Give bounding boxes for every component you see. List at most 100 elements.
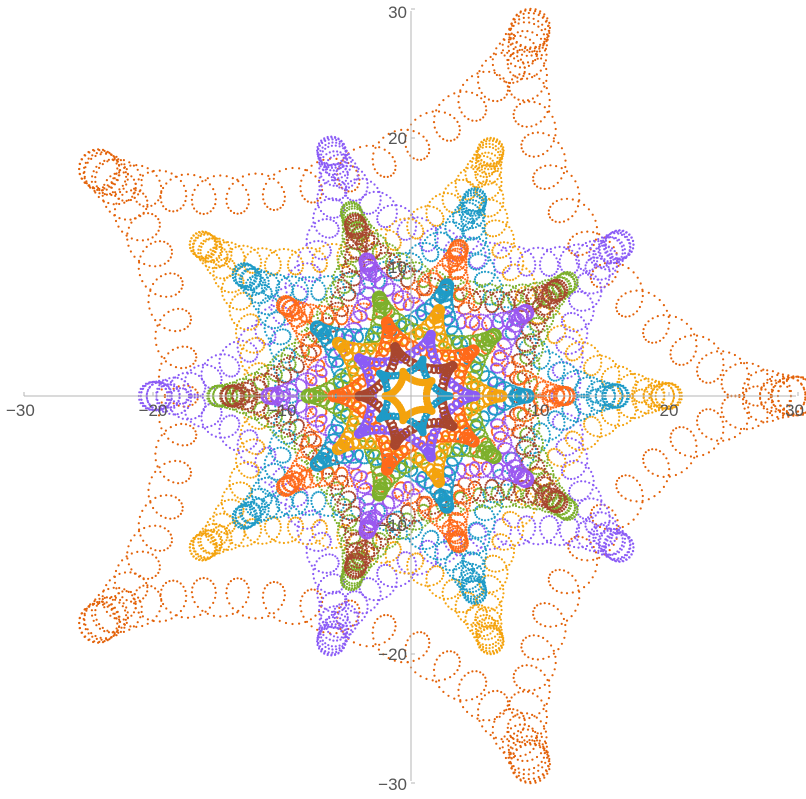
- data-point: [533, 172, 536, 175]
- data-point: [88, 605, 91, 608]
- data-point: [423, 157, 426, 160]
- data-point: [137, 193, 140, 196]
- data-point: [134, 189, 137, 192]
- data-point: [622, 375, 626, 378]
- data-point: [245, 188, 248, 191]
- data-point: [376, 186, 379, 190]
- data-point: [526, 30, 529, 33]
- data-point: [328, 236, 331, 239]
- data-point: [189, 471, 193, 474]
- data-point: [319, 209, 323, 213]
- data-point: [349, 164, 352, 167]
- data-point: [332, 605, 335, 608]
- data-point: [193, 615, 196, 619]
- data-point: [632, 550, 635, 553]
- data-point: [322, 155, 325, 159]
- data-point: [80, 631, 84, 634]
- data-point: [520, 143, 523, 146]
- data-point: [324, 143, 327, 147]
- data-point: [695, 455, 699, 458]
- data-point: [477, 714, 480, 717]
- data-point: [443, 111, 446, 114]
- data-point: [247, 616, 251, 619]
- data-point: [326, 256, 329, 259]
- data-point: [316, 202, 319, 205]
- data-point: [427, 151, 430, 155]
- data-point: [512, 74, 515, 77]
- data-point: [184, 413, 187, 416]
- data-point: [751, 427, 754, 430]
- data-point: [554, 661, 557, 665]
- data-point: [540, 54, 543, 57]
- data-point: [347, 636, 350, 640]
- data-point: [524, 744, 527, 747]
- data-point: [154, 524, 157, 527]
- data-point: [304, 511, 307, 514]
- data-point: [548, 21, 551, 24]
- data-point: [177, 373, 180, 377]
- data-point: [498, 74, 501, 77]
- data-point: [129, 539, 132, 542]
- data-point: [383, 614, 386, 617]
- data-point: [668, 468, 671, 471]
- data-point: [600, 547, 603, 550]
- data-point: [306, 262, 309, 265]
- data-point: [228, 602, 231, 605]
- data-point: [338, 199, 341, 202]
- data-point: [273, 339, 276, 342]
- data-point: [725, 369, 728, 372]
- data-point: [188, 403, 191, 406]
- data-point: [126, 178, 129, 181]
- data-point: [776, 415, 779, 419]
- data-point: [491, 58, 494, 61]
- data-point: [377, 648, 380, 651]
- data-point: [175, 175, 178, 178]
- data-point: [228, 375, 231, 378]
- data-point: [320, 650, 323, 653]
- data-point: [316, 590, 319, 593]
- data-point: [327, 647, 330, 650]
- data-point: [188, 386, 191, 389]
- data-point: [328, 553, 331, 556]
- data-point: [170, 172, 173, 175]
- data-point: [131, 195, 134, 198]
- data-point: [538, 102, 541, 106]
- data-point: [573, 416, 577, 420]
- data-point: [416, 158, 419, 161]
- data-point: [337, 652, 340, 655]
- data-point: [332, 610, 336, 613]
- data-point: [336, 224, 339, 227]
- data-point: [571, 235, 574, 238]
- data-point: [701, 380, 704, 383]
- data-point: [170, 537, 173, 540]
- data-point: [606, 282, 609, 285]
- data-point: [593, 533, 596, 536]
- data-point: [596, 533, 599, 536]
- data-point: [150, 313, 153, 316]
- data-point: [544, 20, 548, 23]
- data-point: [672, 360, 675, 363]
- data-point: [592, 512, 596, 515]
- data-point: [405, 238, 408, 241]
- data-point: [515, 775, 518, 778]
- data-point: [545, 38, 548, 42]
- data-point: [614, 363, 617, 366]
- data-point: [609, 232, 612, 235]
- data-point: [341, 180, 344, 184]
- data-point: [122, 618, 125, 621]
- data-point: [552, 649, 555, 652]
- data-point: [588, 549, 592, 552]
- data-point: [505, 540, 508, 543]
- data-point: [603, 258, 606, 261]
- data-point: [597, 238, 600, 241]
- data-point: [270, 303, 273, 307]
- data-point: [346, 161, 349, 165]
- data-point: [597, 299, 600, 302]
- data-point: [512, 81, 515, 84]
- data-point: [576, 251, 579, 254]
- data-point: [193, 174, 196, 177]
- data-point: [573, 498, 577, 501]
- data-point: [483, 101, 486, 104]
- data-point: [651, 341, 654, 344]
- data-point: [567, 247, 570, 250]
